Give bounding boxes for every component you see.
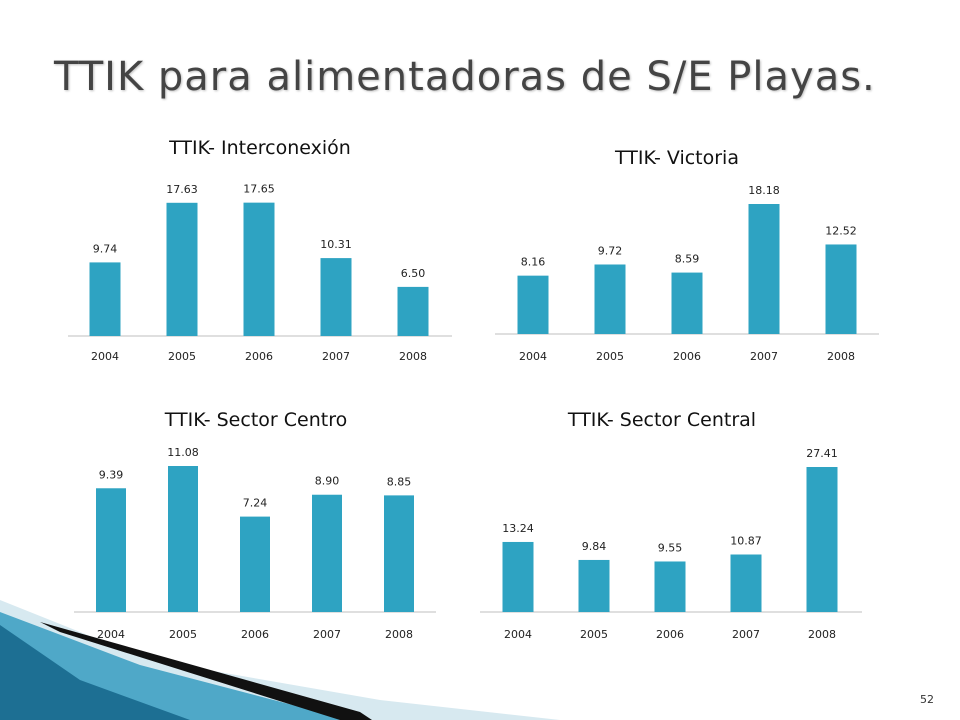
bar xyxy=(654,561,686,612)
bar xyxy=(240,516,270,612)
data-label: 9.39 xyxy=(99,468,124,481)
data-label: 8.85 xyxy=(387,475,412,488)
tick-label: 2004 xyxy=(504,628,532,641)
tick-label: 2007 xyxy=(750,350,778,363)
bar xyxy=(384,495,414,612)
tick-label: 2005 xyxy=(169,628,197,641)
tick-label: 2007 xyxy=(313,628,341,641)
tick-label: 2008 xyxy=(399,350,427,363)
bar xyxy=(517,275,549,334)
chart-sector-centro: TTIK- Sector Centro 9.39 2004 11.08 2005 7.24… xyxy=(74,409,436,641)
data-label: 10.87 xyxy=(730,534,762,547)
chart-title: TTIK- Interconexión xyxy=(168,137,351,159)
tick-label: 2004 xyxy=(97,628,125,641)
bar xyxy=(243,202,275,336)
page-number: 52 xyxy=(920,693,934,706)
chart-victoria: TTIK- Victoria 8.16 2004 9.72 2005 8.59 2006 18… xyxy=(495,147,879,363)
tick-label: 2006 xyxy=(241,628,269,641)
data-label: 18.18 xyxy=(748,184,780,197)
data-label: 9.55 xyxy=(658,541,683,554)
tick-label: 2006 xyxy=(245,350,273,363)
data-label: 8.16 xyxy=(521,256,546,269)
data-label: 7.24 xyxy=(243,497,268,510)
tick-label: 2008 xyxy=(808,628,836,641)
tick-label: 2005 xyxy=(596,350,624,363)
data-label: 9.72 xyxy=(598,244,623,257)
tick-label: 2007 xyxy=(322,350,350,363)
bar xyxy=(825,244,857,334)
tick-label: 2004 xyxy=(519,350,547,363)
bar xyxy=(578,559,610,612)
tick-label: 2006 xyxy=(656,628,684,641)
data-label: 27.41 xyxy=(806,447,838,460)
bar xyxy=(166,202,198,336)
tick-label: 2004 xyxy=(91,350,119,363)
chart-title: TTIK- Sector Central xyxy=(567,409,756,431)
data-label: 6.50 xyxy=(401,267,426,280)
bar xyxy=(168,466,198,612)
bar xyxy=(730,554,762,612)
data-label: 9.74 xyxy=(93,242,118,255)
bar xyxy=(671,272,703,334)
bar xyxy=(320,258,352,336)
tick-label: 2008 xyxy=(827,350,855,363)
data-label: 9.84 xyxy=(582,540,607,553)
data-label: 13.24 xyxy=(502,522,534,535)
data-label: 10.31 xyxy=(320,238,352,251)
data-label: 12.52 xyxy=(825,224,857,237)
chart-title: TTIK- Victoria xyxy=(614,147,739,169)
tick-label: 2005 xyxy=(580,628,608,641)
chart-interconexion: TTIK- Interconexión 9.74 2004 17.63 2005 17.6… xyxy=(68,137,452,363)
tick-label: 2007 xyxy=(732,628,760,641)
bar xyxy=(96,488,126,612)
data-label: 8.59 xyxy=(675,253,700,266)
bar xyxy=(806,467,838,612)
data-label: 8.90 xyxy=(315,475,340,488)
data-label: 11.08 xyxy=(167,446,199,459)
bar xyxy=(748,204,780,334)
bar xyxy=(594,264,626,334)
chart-sector-central: TTIK- Sector Central 13.24 2004 9.84 2005 9.5… xyxy=(480,409,862,641)
bar xyxy=(397,286,429,336)
chart-title: TTIK- Sector Centro xyxy=(164,409,347,431)
data-label: 17.65 xyxy=(243,183,275,196)
tick-label: 2005 xyxy=(168,350,196,363)
bar xyxy=(312,494,342,612)
tick-label: 2006 xyxy=(673,350,701,363)
tick-label: 2008 xyxy=(385,628,413,641)
bar xyxy=(89,262,121,336)
slide-title: TTIK para alimentadoras de S/E Playas. xyxy=(54,54,876,100)
bar xyxy=(502,541,534,612)
data-label: 17.63 xyxy=(166,183,198,196)
